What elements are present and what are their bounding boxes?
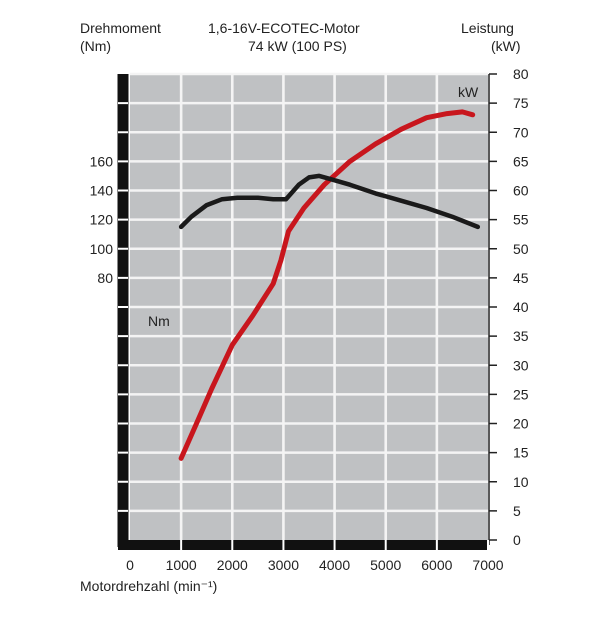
y-right-tick-label: 0 <box>513 532 521 548</box>
x-tick-label: 1000 <box>166 557 197 573</box>
kw-series-label: kW <box>458 84 479 100</box>
right-axis-unit: (kW) <box>491 38 521 54</box>
y-right-tick-label: 25 <box>513 386 529 402</box>
nm-series-label: Nm <box>148 313 170 329</box>
y-right-tick-label: 15 <box>513 445 529 461</box>
x-tick-label: 2000 <box>217 557 248 573</box>
y-left-tick-label: 100 <box>90 241 114 257</box>
y-right-tick-label: 60 <box>513 183 529 199</box>
y-left-tick-label: 140 <box>90 183 114 199</box>
right-axis-title: Leistung <box>461 20 514 36</box>
chart-title: 1,6-16V-ECOTEC-Motor <box>208 20 360 36</box>
y-right-tick-label: 55 <box>513 212 529 228</box>
y-left-tick-label: 160 <box>90 153 114 169</box>
y-right-tick-label: 30 <box>513 357 529 373</box>
y-right-tick-label: 65 <box>513 153 529 169</box>
torque-curve-line <box>178 173 481 230</box>
y-right-tick-label: 70 <box>513 124 529 140</box>
x-tick-label: 5000 <box>370 557 401 573</box>
power-curve-line <box>178 109 476 461</box>
y-left-tick-label: 80 <box>97 270 113 286</box>
y-right-tick-label: 40 <box>513 299 529 315</box>
x-tick-label: 6000 <box>421 557 452 573</box>
x-tick-label: 3000 <box>268 557 299 573</box>
y-right-tick-label: 80 <box>513 66 529 82</box>
y-left-tick-label: 120 <box>90 212 114 228</box>
x-tick-label: 4000 <box>319 557 350 573</box>
left-axis-unit: (Nm) <box>80 38 112 54</box>
y-right-tick-label: 35 <box>513 328 529 344</box>
x-tick-label: 0 <box>126 557 134 573</box>
chart-subtitle: 74 kW (100 PS) <box>248 38 347 54</box>
y-right-tick-label: 75 <box>513 95 529 111</box>
y-right-tick-label: 10 <box>513 474 529 490</box>
left-axis-title: Drehmoment <box>80 20 161 36</box>
y-right-tick-label: 5 <box>513 503 521 519</box>
x-axis-title: Motordrehzahl (min⁻¹) <box>80 578 218 594</box>
y-right-tick-label: 50 <box>513 241 529 257</box>
x-tick-label: 7000 <box>472 557 503 573</box>
y-right-tick-label: 45 <box>513 270 529 286</box>
y-right-tick-label: 20 <box>513 416 529 432</box>
